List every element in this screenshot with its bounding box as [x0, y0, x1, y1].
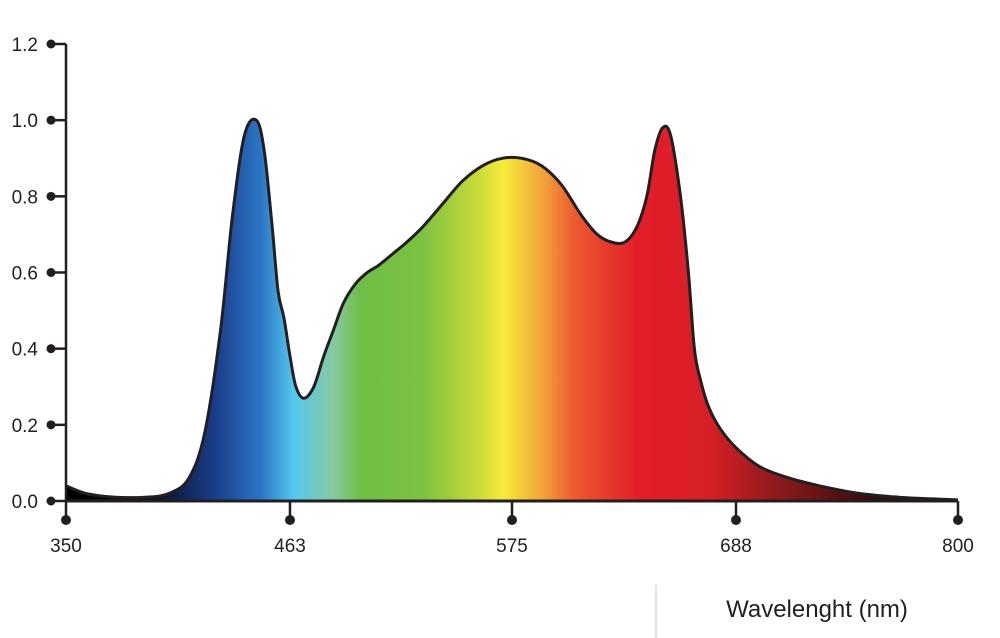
- spectrum-outline: [65, 117, 959, 502]
- y-tick-label: 0.4: [12, 340, 39, 361]
- x-axis-title: Wavelenght (nm): [726, 596, 908, 623]
- y-axis-ticks: 0.0 0.2 0.4 0.6 0.8 1.0 1.2: [12, 35, 66, 513]
- spectrum-area: [66, 119, 958, 501]
- x-tick-mark: [730, 515, 741, 525]
- x-tick-label: 800: [942, 536, 974, 557]
- x-tick-label: 350: [50, 536, 82, 557]
- x-tick-mark: [953, 515, 963, 525]
- x-tick-mark: [507, 515, 517, 525]
- x-tick-label: 688: [720, 536, 752, 557]
- y-tick-label: 1.0: [12, 111, 38, 132]
- y-tick-label: 0.6: [12, 264, 38, 285]
- x-tick-label: 463: [274, 536, 306, 557]
- y-tick-label: 0.8: [12, 187, 38, 208]
- y-tick-label: 1.2: [12, 35, 38, 56]
- x-tick-mark: [61, 515, 71, 525]
- x-axis-ticks: 350 463 575 688 800: [50, 501, 974, 557]
- y-tick-label: 0.0: [12, 492, 38, 513]
- y-tick-label: 0.2: [12, 416, 38, 437]
- x-tick-mark: [284, 515, 295, 525]
- x-tick-label: 575: [496, 536, 528, 557]
